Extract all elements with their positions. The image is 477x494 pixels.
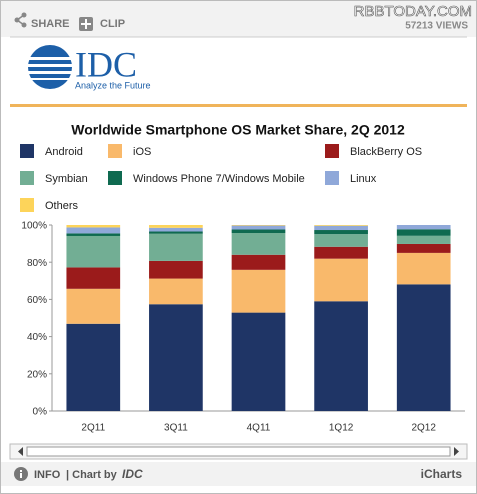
logo-tagline: Analyze the Future xyxy=(75,80,151,90)
bar-segment xyxy=(231,312,286,411)
chart: Android iOS BlackBerry OS Symbian Windows Ph… xyxy=(20,144,465,434)
legend-swatch xyxy=(20,171,34,185)
y-tick-label: 20% xyxy=(27,369,47,380)
bar-segment xyxy=(66,323,121,411)
legend-label: Windows Phone 7/Windows Mobile xyxy=(133,173,305,185)
bar-segment xyxy=(314,301,368,411)
clip-icon[interactable] xyxy=(79,17,93,31)
bar-segment xyxy=(314,246,368,259)
bar-segment xyxy=(314,234,368,247)
legend-swatch xyxy=(20,198,34,212)
chart-title: Worldwide Smartphone OS Market Share, 2Q… xyxy=(71,122,405,138)
bar-segment xyxy=(66,267,121,289)
legend-label: iOS xyxy=(133,146,151,158)
bar-segment xyxy=(396,252,451,285)
bar-segment xyxy=(314,258,368,302)
bar-segment xyxy=(66,235,121,268)
bar-segment xyxy=(149,227,203,232)
views-count: 57213 VIEWS xyxy=(405,21,468,32)
info-icon[interactable] xyxy=(14,467,28,481)
bar-segment xyxy=(314,225,368,231)
y-tick-label: 60% xyxy=(27,295,47,306)
icharts-link[interactable]: iCharts xyxy=(421,467,463,481)
bar-segment xyxy=(396,284,451,411)
info-button[interactable]: INFO xyxy=(34,469,61,481)
legend-label: Symbian xyxy=(45,173,88,185)
y-tick-label: 100% xyxy=(21,221,47,232)
watermark: RBBTODAY.COM xyxy=(354,3,472,20)
legend-swatch xyxy=(20,144,34,158)
bar-segment xyxy=(231,254,286,270)
bar-segment xyxy=(149,304,203,411)
legend-label: BlackBerry OS xyxy=(350,146,422,158)
legend-swatch xyxy=(325,144,339,158)
legend-swatch xyxy=(108,171,122,185)
bar-segment xyxy=(149,260,203,279)
scroll-thumb[interactable] xyxy=(26,446,451,457)
bar-segment xyxy=(66,288,121,324)
y-tick-label: 0% xyxy=(33,407,48,418)
bar-segment xyxy=(231,232,286,255)
legend-label: Android xyxy=(45,146,83,158)
bar-segment xyxy=(231,225,286,226)
bar-segment xyxy=(149,233,203,261)
scroll-right[interactable] xyxy=(454,447,459,456)
y-tick-label: 40% xyxy=(27,332,47,343)
bar-segment xyxy=(231,225,286,230)
chart-by: | Chart by xyxy=(66,469,118,481)
x-tick-label: 4Q11 xyxy=(247,423,271,434)
legend-swatch xyxy=(325,171,339,185)
logo-text: IDC xyxy=(75,44,137,84)
scroll-left[interactable] xyxy=(18,447,23,456)
bar-segment xyxy=(231,229,286,233)
clip-button[interactable]: CLIP xyxy=(100,18,125,30)
bar-segment xyxy=(314,225,368,226)
legend-label: Others xyxy=(45,200,79,212)
x-tick-label: 2Q11 xyxy=(81,423,105,434)
bar-segment xyxy=(149,225,203,228)
bar-segment xyxy=(66,225,121,228)
footer-bar xyxy=(1,462,476,486)
share-button[interactable]: SHARE xyxy=(31,18,70,30)
y-tick-label: 80% xyxy=(27,258,47,269)
bar-segment xyxy=(314,230,368,235)
bar-segment xyxy=(396,229,451,236)
x-tick-label: 1Q12 xyxy=(329,423,354,434)
x-tick-label: 3Q11 xyxy=(164,423,188,434)
logo-globe xyxy=(27,45,73,89)
legend-label: Linux xyxy=(350,173,377,185)
bar-segment xyxy=(149,231,203,234)
bar-segment xyxy=(396,243,451,253)
bar-segment xyxy=(231,269,286,313)
bar-segment xyxy=(66,227,121,234)
chart-by-brand[interactable]: IDC xyxy=(122,467,143,481)
bar-segment xyxy=(396,235,451,244)
bar-segment xyxy=(396,225,451,230)
bar-segment xyxy=(66,233,121,236)
header-rule xyxy=(10,104,467,107)
legend-swatch xyxy=(108,144,122,158)
x-tick-label: 2Q12 xyxy=(411,423,436,434)
share-icon[interactable] xyxy=(14,12,27,28)
bar-segment xyxy=(149,278,203,305)
